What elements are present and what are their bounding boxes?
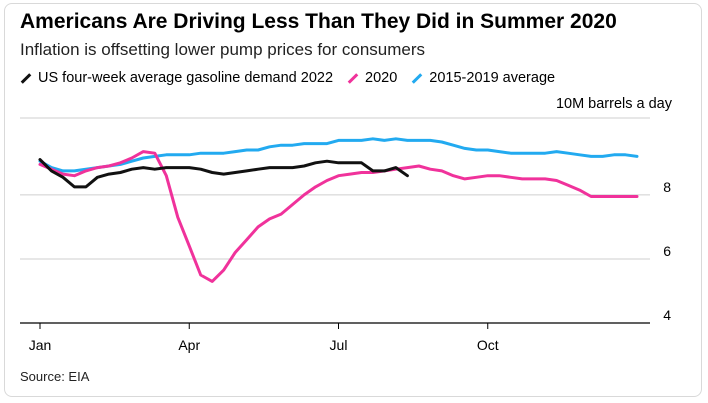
series-line-avg (38, 137, 639, 173)
x-tick-label-apr: Apr (178, 337, 200, 353)
legend-label-2020: 2020 (365, 70, 398, 86)
y-tick-label-4: 4 (663, 307, 671, 323)
x-tick-label-oct: Oct (477, 337, 499, 353)
source-note: Source: EIA (20, 369, 90, 384)
chart-title: Americans Are Driving Less Than They Did… (20, 10, 617, 33)
legend-item-2022: US four-week average gasoline demand 202… (20, 70, 333, 86)
y-tick-label-8: 8 (663, 179, 671, 195)
series-line-y2020 (38, 150, 639, 283)
legend-label-avg: 2015-2019 average (429, 70, 556, 86)
legend-label-2022: US four-week average gasoline demand 202… (38, 70, 334, 86)
y-tick-label-6: 6 (663, 243, 671, 259)
legend-item-avg: 2015-2019 average (411, 70, 555, 86)
x-tick-label-jul: Jul (330, 337, 348, 353)
y-axis-unit-label: 10M barrels a day (555, 96, 672, 112)
chart-card (4, 3, 702, 397)
x-tick-label-jan: Jan (29, 337, 52, 353)
legend-item-2020: 2020 (347, 70, 397, 86)
series-line-us2022 (38, 158, 409, 189)
chart-subtitle: Inflation is offsetting lower pump price… (20, 40, 426, 59)
chart-legend: US four-week average gasoline demand 202… (20, 70, 569, 86)
